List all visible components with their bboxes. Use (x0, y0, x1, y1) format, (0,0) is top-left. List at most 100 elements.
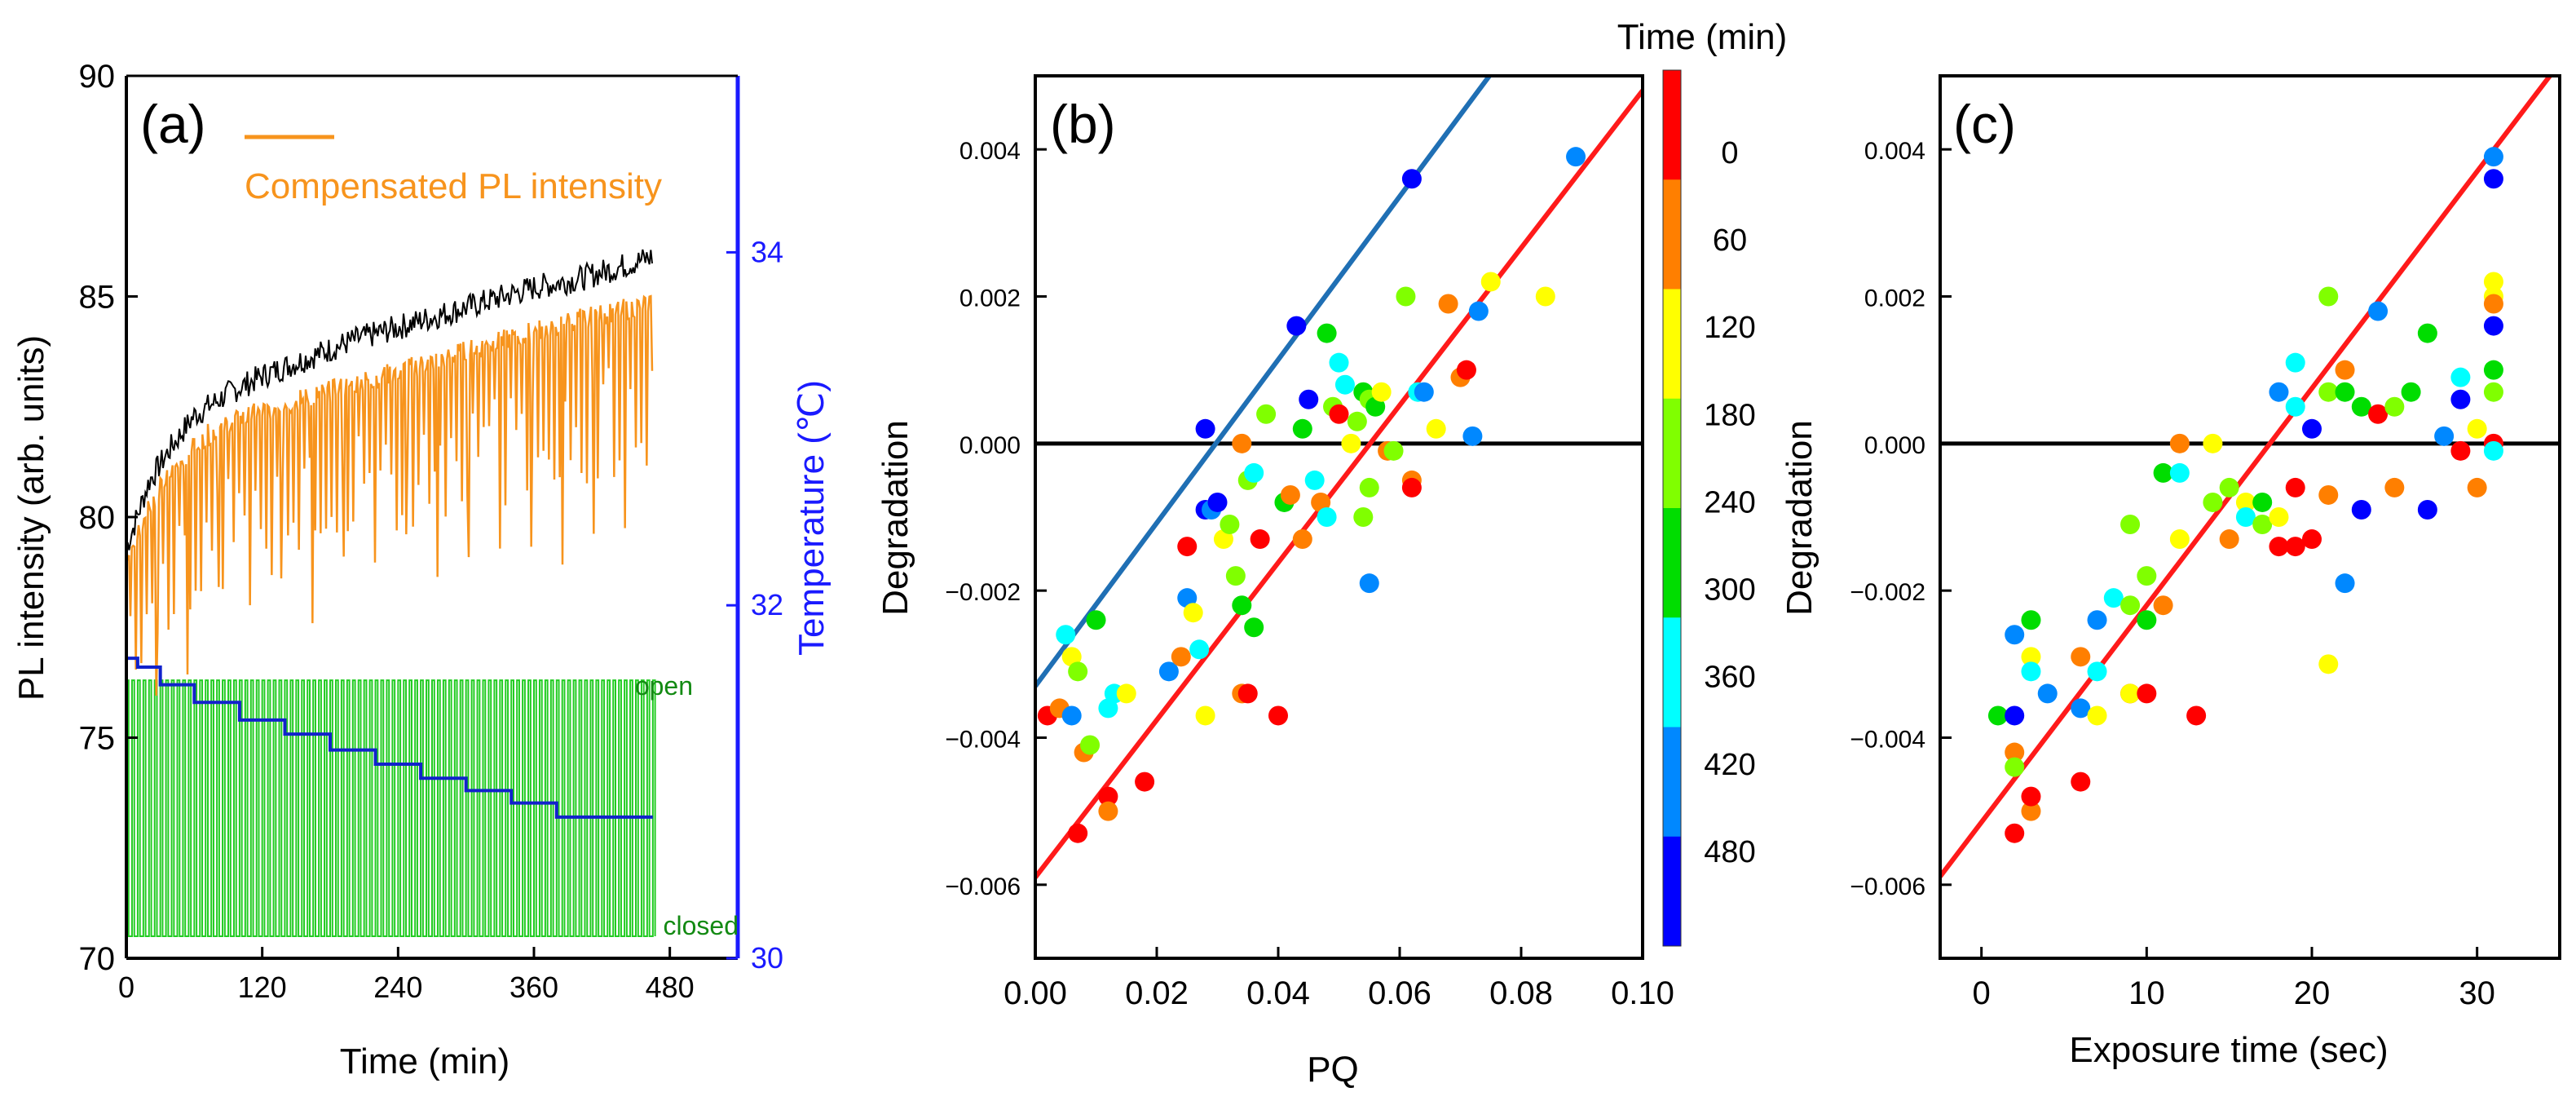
series-temperature (126, 657, 653, 819)
panel-a-xtick-label: 360 (509, 971, 558, 1004)
b-xtick-label: 0.00 (1003, 975, 1067, 1011)
c-data-point (2285, 396, 2305, 417)
c-data-point (2153, 595, 2173, 616)
c-data-point (2285, 537, 2305, 557)
b-data-point (1365, 396, 1386, 417)
shutter-trace (126, 679, 656, 937)
b-data-point (1220, 515, 1240, 535)
panel-a-ytick-label: 85 (79, 280, 116, 316)
c-ytick-label: −0.002 (1850, 579, 1925, 606)
colorbar-label: 60 (1713, 223, 1747, 258)
panel-b: 0.00 0.02 0.04 0.06 0.08 0.10 −0.006 −0.004 −0.0… (876, 17, 1787, 1090)
b-data-point (1244, 462, 1264, 483)
c-data-point (2335, 573, 2355, 594)
b-data-point (1347, 411, 1367, 431)
b-data-point (1158, 661, 1179, 682)
b-data-point (1195, 705, 1215, 726)
c-data-point (2005, 757, 2025, 777)
c-data-point (2005, 705, 2025, 726)
b-data-point (1480, 272, 1501, 292)
b-data-point (1177, 537, 1198, 557)
c-data-point (1987, 705, 2008, 726)
c-data-point (2037, 683, 2058, 704)
c-frame (1939, 74, 2561, 960)
b-data-point (1426, 418, 1446, 439)
b-data-point (1304, 470, 1325, 490)
c-data-point (2005, 625, 2025, 645)
colorbar: 0 60 120 180 240 300 360 420 480 (1662, 69, 1756, 947)
c-ytick-label: −0.004 (1850, 727, 1925, 754)
b-data-point (1535, 286, 1555, 307)
b-data-point (1256, 404, 1277, 424)
c-data-point (2351, 396, 2371, 417)
b-data-point (1299, 389, 1319, 409)
c-data-point (2269, 382, 2289, 402)
c-ytick-label: 0.000 (1864, 432, 1925, 459)
b-frame (1034, 74, 1644, 960)
c-data-point (2302, 529, 2322, 550)
panel-b-axes: 0.00 0.02 0.04 0.06 0.08 0.10 −0.006 −0.004 −0.0… (945, 74, 1674, 1011)
c-data-point (2120, 515, 2141, 535)
c-data-point (2071, 772, 2091, 792)
b-data-point (1244, 617, 1264, 638)
c-data-point (2318, 286, 2339, 307)
b-data-point (1359, 477, 1379, 497)
b-xtick-label: 0.10 (1611, 975, 1674, 1011)
panel-b-label: (b) (1050, 94, 1116, 154)
panel-a-xtick-label: 240 (373, 971, 422, 1004)
c-data-point (2005, 742, 2025, 763)
b-data-point (1056, 625, 1076, 645)
b-data-point (1401, 477, 1422, 497)
c-data-point (2021, 786, 2041, 807)
colorbar-segment (1663, 289, 1681, 400)
c-data-point (2417, 323, 2437, 343)
b-data-point (1098, 786, 1118, 807)
c-data-point (2235, 507, 2256, 527)
c-data-point (2483, 360, 2503, 380)
c-data-point (2021, 661, 2041, 682)
b-xtick-label: 0.06 (1368, 975, 1431, 1011)
c-data-point (2269, 507, 2289, 527)
c-data-point (2335, 360, 2355, 380)
b-data-point (1171, 647, 1191, 667)
panel-a-xtick-label: 0 (118, 971, 135, 1004)
c-data-point (2137, 683, 2157, 704)
c-data-point (2302, 418, 2322, 439)
colorbar-segment (1663, 70, 1681, 180)
b-data-point (1268, 705, 1288, 726)
c-ytick-label: 0.004 (1864, 138, 1925, 165)
panel-a-legend-label: Compensated PL intensity (245, 166, 662, 206)
b-data-point (1292, 418, 1312, 439)
b-data-point (1195, 418, 1215, 439)
c-data-point (2285, 352, 2305, 373)
panel-a-xtick-label: 480 (646, 971, 695, 1004)
c-data-point (2450, 440, 2471, 461)
c-data-point (2351, 499, 2371, 520)
b-data-point (1396, 286, 1416, 307)
b-data-point (1438, 294, 1458, 314)
c-data-point (2483, 169, 2503, 189)
c-data-point (2417, 499, 2437, 520)
shutter-closed-label: closed (664, 911, 739, 940)
colorbar-segment (1663, 398, 1681, 509)
c-data-point (2021, 801, 2041, 821)
c-data-point (2120, 595, 2141, 616)
colorbar-label: 120 (1704, 311, 1755, 345)
colorbar-segment (1663, 836, 1681, 947)
b-data-point (1250, 529, 1270, 550)
b-data-point (1061, 705, 1082, 726)
c-data-point (2483, 316, 2503, 336)
b-data-point (1359, 573, 1379, 594)
c-data-point (2186, 705, 2207, 726)
c-data-point (2252, 492, 2273, 512)
c-data-point (2318, 484, 2339, 505)
c-data-point (2269, 537, 2289, 557)
c-data-point (2467, 477, 2487, 497)
series-pl-intensity (126, 249, 653, 550)
b-data-point (1353, 507, 1374, 527)
colorbar-label: 420 (1704, 748, 1755, 782)
c-data-point (2368, 301, 2389, 321)
colorbar-frame (1662, 69, 1682, 947)
b-data-point (1177, 588, 1198, 608)
